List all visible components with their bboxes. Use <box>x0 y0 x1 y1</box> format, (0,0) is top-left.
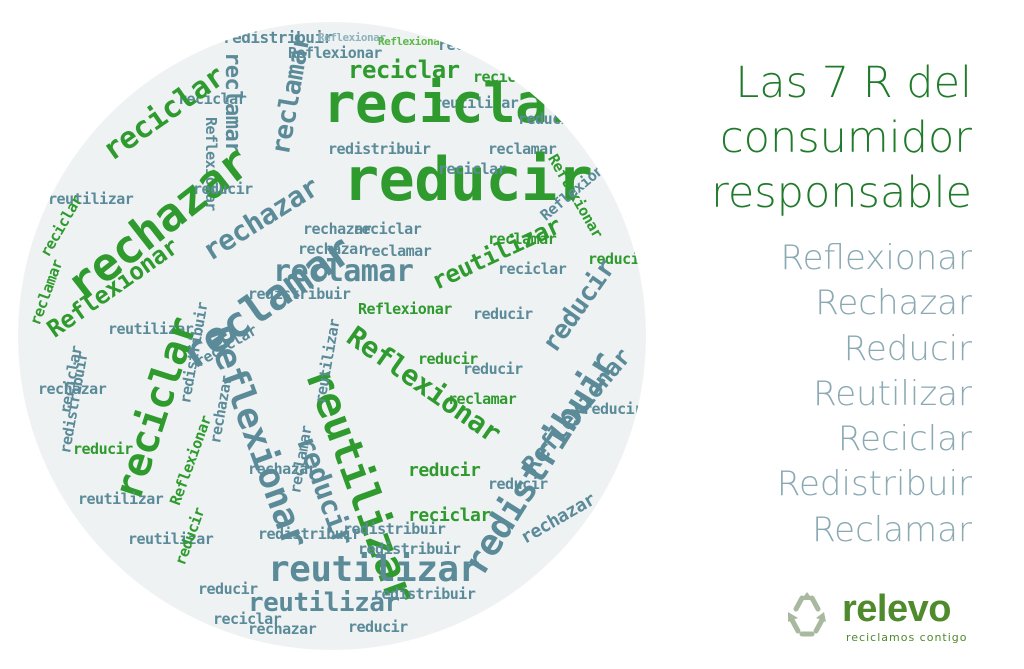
heading: Las 7 R del consumidor responsable <box>642 56 972 221</box>
cloud-word: redistribuir <box>455 344 625 583</box>
cloud-word: redistribuir <box>328 140 431 158</box>
cloud-word: reutilizar <box>78 490 164 508</box>
cloud-word: Reflexionar <box>358 300 452 318</box>
heading-line: consumidor <box>720 113 972 163</box>
cloud-word: reclamar <box>488 140 557 158</box>
r-item-reciclar: Reciclar <box>837 419 972 460</box>
cloud-word: redistribuir <box>258 525 361 543</box>
cloud-word: reciclar <box>438 160 507 178</box>
cloud-word: reciclar <box>473 68 542 86</box>
cloud-word: redistribuir <box>373 585 476 603</box>
recycle-icon <box>788 592 826 637</box>
cloud-word: reducir <box>343 145 593 215</box>
r-item-reducir: Reducir <box>843 328 972 369</box>
cloud-word: rechazar <box>438 36 507 54</box>
cloud-word: reducir <box>348 618 408 636</box>
cloud-word: reciclar <box>498 260 567 278</box>
cloud-word: rechazar <box>298 240 367 258</box>
cloud-word: reducir <box>518 110 578 128</box>
r-list: Reflexionar Rechazar Reducir Reutilizar … <box>642 236 972 553</box>
cloud-word: redistribuir <box>343 520 446 538</box>
cloud-word: redistribuir <box>223 28 333 47</box>
cloud-word: reducir <box>588 250 646 268</box>
cloud-word: reducir <box>408 460 481 481</box>
cloud-word: rechazar <box>303 220 372 238</box>
relevo-logo: relevo reciclamos contigo <box>780 588 980 648</box>
r-item-redistribuir: Redistribuir <box>776 464 972 505</box>
cloud-word: reciclar <box>178 90 247 108</box>
cloud-word: rechazar <box>248 620 317 638</box>
cloud-word: Reflexionar <box>166 413 216 508</box>
logo-tagline: reciclamos contigo <box>846 631 968 644</box>
r-item-reutilizar: Reutilizar <box>813 373 972 414</box>
word-cloud: redistribuir Reflexionar Reflexionar rec… <box>18 22 646 650</box>
cloud-word: reducir <box>488 475 548 493</box>
cloud-word: Reflexionar <box>288 44 382 62</box>
cloud-word: redistribuir <box>248 285 351 303</box>
cloud-word: reciclar <box>353 220 422 238</box>
cloud-word: reutilizar <box>48 190 134 208</box>
cloud-word: reutilizar <box>427 211 566 296</box>
r-item-reclamar: Reclamar <box>812 509 972 550</box>
cloud-word: rechazar <box>248 460 317 478</box>
heading-line: responsable <box>711 168 972 218</box>
cloud-word: reutilizar <box>108 320 194 338</box>
cloud-word: reclamar <box>273 254 414 289</box>
cloud-word: reducir <box>198 580 258 598</box>
cloud-word: reclamar <box>448 390 517 408</box>
cloud-word: reciclar <box>213 610 282 628</box>
cloud-word: reducir <box>73 440 133 458</box>
r-item-rechazar: Rechazar <box>815 283 972 324</box>
cloud-word: reducir <box>418 350 478 368</box>
cloud-word: reciclar <box>408 505 491 526</box>
cloud-word: reutilizar <box>433 94 519 112</box>
cloud-word: reclamar <box>363 242 432 260</box>
cloud-word: reutilizar <box>248 588 400 618</box>
cloud-word: reducir <box>473 305 533 323</box>
cloud-word: reclamar <box>488 230 557 248</box>
logo-wordmark: relevo <box>842 588 951 630</box>
cloud-word: reutilizar <box>128 530 214 548</box>
heading-line: Las 7 R del <box>735 58 972 108</box>
cloud-word: Reflexionar <box>378 35 446 48</box>
cloud-word: reciclar <box>348 56 460 84</box>
cloud-word: redistribuir <box>358 540 461 558</box>
cloud-word: reducir <box>193 180 253 198</box>
cloud-word: Reflexionar <box>318 31 386 44</box>
cloud-word: reducir <box>463 360 523 378</box>
cloud-word: reducir <box>583 400 643 418</box>
r-item-reflexionar: Reflexionar <box>780 238 972 278</box>
cloud-word: rechazar <box>38 380 107 398</box>
cloud-word: reciclar <box>323 72 580 135</box>
cloud-word: reclamar <box>266 32 317 157</box>
cloud-word: reutilizar <box>268 549 480 590</box>
